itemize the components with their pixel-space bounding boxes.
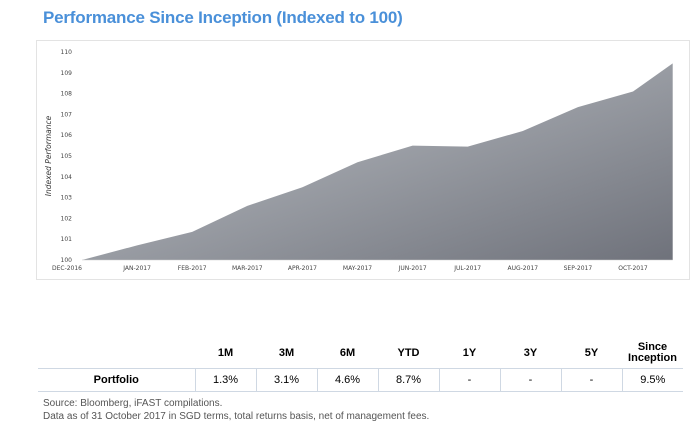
- y-tick-label: 104: [61, 174, 73, 181]
- chart-panel: Indexed Performance 100 101 102 103 104 105 10…: [36, 40, 690, 280]
- cell-3m: 3.1%: [255, 368, 318, 392]
- x-tick-label: MAY-2017: [343, 265, 372, 272]
- row-label-portfolio: Portfolio: [38, 368, 196, 392]
- y-tick-label: 103: [61, 195, 73, 202]
- footnotes: Source: Bloomberg, iFAST compilations. D…: [43, 397, 429, 423]
- y-tick-label: 100: [61, 257, 73, 264]
- y-tick-label: 109: [61, 70, 73, 77]
- cell-5y: -: [560, 368, 623, 392]
- y-axis-ticks: 100 101 102 103 104 105 106 107 108 109 110: [61, 49, 73, 264]
- cell-since-inception: 9.5%: [621, 368, 683, 392]
- header-since-inception: Since Inception: [628, 341, 677, 364]
- table-header-row: 1M 3M 6M YTD 1Y 3Y 5Y Since Inception: [38, 338, 683, 369]
- area-chart: Indexed Performance 10010110210310410510…: [44, 49, 673, 272]
- header-1m: 1M: [217, 346, 234, 359]
- y-axis-label-group: Indexed Performance: [44, 115, 53, 196]
- y-tick-label: 101: [61, 236, 73, 243]
- y-tick-label: 105: [61, 153, 73, 160]
- x-tick-label: AUG-2017: [508, 265, 539, 272]
- chart-title: Performance Since Inception (Indexed to …: [43, 8, 403, 27]
- header-ytd: YTD: [397, 346, 420, 359]
- cell-3y: -: [499, 368, 562, 392]
- header-1y: 1Y: [462, 346, 477, 359]
- x-tick-label: JAN-2017: [122, 265, 151, 272]
- x-tick-label: OCT-2017: [618, 265, 648, 272]
- cell-6m: 4.6%: [316, 368, 379, 392]
- header-6m: 6M: [339, 346, 356, 359]
- cell-1y: -: [438, 368, 501, 392]
- header-3m: 3M: [278, 346, 295, 359]
- table-row: Portfolio 1.3% 3.1% 4.6% 8.7% - - - 9.5%: [38, 368, 683, 392]
- performance-table: 1M 3M 6M YTD 1Y 3Y 5Y Since Inception Po…: [38, 338, 683, 392]
- y-tick-label: 102: [61, 215, 73, 222]
- x-tick-label: JUL-2017: [453, 265, 481, 272]
- y-tick-label: 106: [61, 132, 73, 139]
- performance-area: [82, 63, 673, 261]
- x-tick-label: FEB-2017: [178, 265, 207, 272]
- y-tick-label: 107: [61, 111, 73, 118]
- y-tick-label: 110: [61, 49, 73, 56]
- x-tick-label: DEC-2016: [52, 265, 82, 272]
- y-tick-label: 108: [61, 91, 73, 98]
- cell-1m: 1.3%: [194, 368, 257, 392]
- x-tick-label: MAR-2017: [232, 265, 263, 272]
- header-5y: 5Y: [584, 346, 599, 359]
- source-note: Source: Bloomberg, iFAST compilations.: [43, 398, 223, 409]
- cell-ytd: 8.7%: [377, 368, 440, 392]
- header-blank: [38, 338, 195, 369]
- x-tick-label: SEP-2017: [564, 265, 593, 272]
- x-tick-label: APR-2017: [288, 265, 317, 272]
- header-3y: 3Y: [523, 346, 538, 359]
- data-as-of-note: Data as of 31 October 2017 in SGD terms,…: [43, 411, 430, 422]
- x-axis-ticks: DEC-2016 JAN-2017 FEB-2017 MAR-2017 APR-2017…: [52, 265, 648, 272]
- x-tick-label: JUN-2017: [398, 265, 427, 272]
- y-axis-label: Indexed Performance: [44, 115, 53, 196]
